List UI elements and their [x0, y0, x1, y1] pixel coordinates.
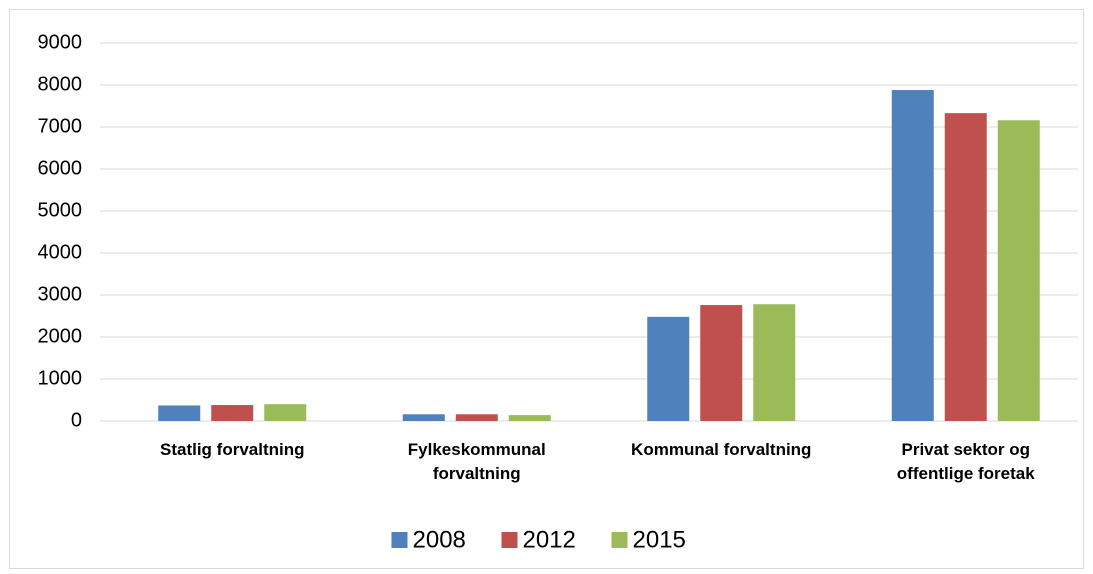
legend-swatch: [501, 532, 518, 548]
x-tick-label: Privat sektor og offentlige foretak: [896, 440, 1035, 483]
bar: [944, 113, 987, 421]
y-tick-label: 9000: [38, 31, 83, 53]
y-tick-label: 2000: [38, 325, 83, 347]
legend-swatch: [391, 532, 408, 548]
bar: [700, 305, 743, 421]
y-tick-label: 7000: [38, 115, 83, 137]
legend-label: 2008: [413, 526, 466, 553]
bar: [997, 120, 1040, 421]
y-tick-label: 3000: [38, 283, 83, 305]
y-tick-label: 5000: [38, 199, 83, 221]
y-tick-label: 6000: [38, 157, 83, 179]
bar: [455, 414, 498, 421]
bar: [264, 404, 307, 421]
bar: [402, 414, 445, 421]
legend-label: 2015: [633, 526, 686, 553]
legend-label: 2012: [523, 526, 576, 553]
legend-swatch: [611, 532, 628, 548]
bar: [158, 405, 201, 421]
y-tick-label: 0: [71, 409, 82, 431]
bar: [211, 405, 254, 421]
x-tick-label: Fylkeskommunal forvaltning: [407, 440, 546, 483]
x-tick-label: Kommunal forvaltning: [631, 440, 812, 459]
bar: [647, 316, 690, 421]
bar: [508, 415, 551, 421]
x-tick-label: Statlig forvaltning: [160, 440, 305, 459]
y-tick-label: 1000: [38, 367, 83, 389]
bar: [891, 90, 934, 421]
chart-border: [9, 9, 1084, 569]
bar: [753, 304, 796, 421]
y-tick-label: 4000: [38, 241, 83, 263]
y-tick-label: 8000: [38, 73, 83, 95]
